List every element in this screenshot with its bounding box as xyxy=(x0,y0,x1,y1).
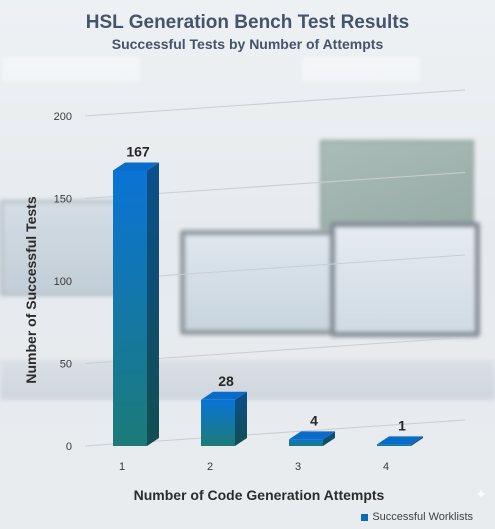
ceiling-light xyxy=(0,55,142,83)
monitor xyxy=(180,230,335,335)
bar-front xyxy=(201,399,235,446)
desk xyxy=(0,360,495,400)
x-tick-label: 1 xyxy=(119,461,125,473)
data-label: 28 xyxy=(218,373,234,389)
x-axis-title: Number of Code Generation Attempts xyxy=(134,487,385,503)
legend: Successful Worklists xyxy=(361,511,473,523)
x-tick-label: 4 xyxy=(383,461,389,473)
bar-front xyxy=(289,439,323,446)
data-label: 1 xyxy=(398,417,406,433)
ceiling-light xyxy=(300,55,422,83)
bars xyxy=(113,162,423,446)
y-tick-label: 50 xyxy=(60,359,72,371)
y-axis-title: Number of Successful Tests xyxy=(23,196,39,383)
bar-top xyxy=(113,162,159,171)
bar xyxy=(201,391,247,446)
bar xyxy=(289,431,335,446)
data-label: 167 xyxy=(126,143,150,159)
monitor xyxy=(330,222,480,337)
sparkle-icon: ✦ xyxy=(475,487,487,503)
y-tick-label: 150 xyxy=(54,194,72,206)
y-tick-label: 200 xyxy=(54,111,72,123)
x-tick-label: 2 xyxy=(207,461,213,473)
bar-top xyxy=(201,391,247,400)
bar-side xyxy=(147,162,159,446)
y-tick-label: 0 xyxy=(66,441,72,453)
bar-side xyxy=(411,436,423,446)
legend-label: Successful Worklists xyxy=(372,511,473,523)
bar-top xyxy=(289,431,335,440)
chart-subtitle: Successful Tests by Number of Attempts xyxy=(112,36,384,52)
bar xyxy=(113,162,159,446)
bar-front xyxy=(377,444,411,446)
bar-side xyxy=(235,391,247,446)
data-labels: 167 28 4 1 xyxy=(126,143,406,433)
data-label: 4 xyxy=(310,412,318,428)
chart-title: HSL Generation Bench Test Results xyxy=(86,12,409,33)
y-tick-label: 100 xyxy=(54,276,72,288)
bar-side xyxy=(323,431,335,446)
gridline xyxy=(84,89,466,117)
legend-swatch xyxy=(361,513,369,521)
x-tick-label: 3 xyxy=(295,461,301,473)
bar-top xyxy=(377,436,423,445)
bar xyxy=(377,436,423,446)
x-axis-ticks: 1 2 3 4 xyxy=(119,461,389,473)
y-axis-ticks: 0 50 100 150 200 xyxy=(54,111,72,453)
bar-front xyxy=(113,170,147,446)
